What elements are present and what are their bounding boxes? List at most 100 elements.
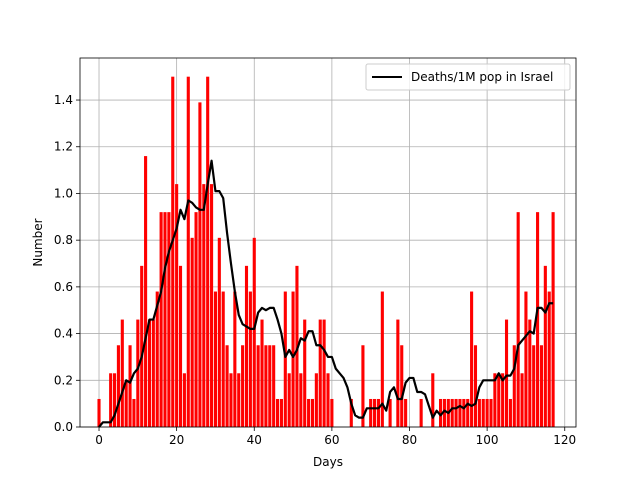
bar: [543, 265, 547, 427]
bar: [404, 398, 408, 427]
bar: [466, 398, 470, 427]
x-tick-label: 60: [324, 433, 339, 447]
x-tick-label: 80: [402, 433, 417, 447]
bar: [136, 319, 140, 427]
bar: [485, 398, 489, 427]
bar: [330, 398, 334, 427]
y-tick-label: 0.6: [54, 280, 73, 294]
bar: [462, 398, 466, 427]
bar: [477, 398, 481, 427]
bar: [539, 345, 544, 427]
legend-entry-label: Deaths/1M pop in Israel: [411, 70, 553, 84]
plot-frame: [79, 57, 577, 428]
bar: [310, 398, 315, 427]
y-tick-label: 1.2: [54, 140, 73, 154]
bar: [260, 319, 264, 427]
bar: [524, 291, 528, 427]
x-tick-label: 20: [169, 433, 184, 447]
bar: [450, 398, 454, 427]
bar: [206, 76, 210, 428]
bar: [244, 265, 249, 427]
bar: [536, 212, 540, 427]
bar: [272, 345, 276, 427]
bar: [318, 319, 322, 427]
line-series: [98, 159, 554, 428]
bar: [198, 102, 202, 428]
bar: [225, 345, 229, 427]
series-line-deaths: [98, 159, 554, 428]
bar: [144, 156, 148, 427]
bar: [470, 291, 474, 427]
bar: [322, 319, 326, 427]
bar: [112, 373, 117, 427]
legend-box: [365, 63, 571, 91]
bar: [275, 398, 280, 427]
bar: [128, 345, 132, 427]
bar: [109, 373, 113, 427]
bar: [147, 319, 152, 427]
bar: [373, 398, 377, 427]
bar: [120, 319, 124, 427]
bar: [532, 345, 536, 427]
bar: [279, 398, 283, 427]
bar: [458, 398, 462, 427]
bar: [256, 345, 260, 427]
bar: [504, 319, 509, 427]
bar: [229, 373, 233, 427]
x-axis-label: Days: [313, 455, 343, 469]
bar: [361, 345, 365, 427]
legend: Deaths/1M pop in Israel: [365, 63, 571, 91]
bar: [241, 345, 245, 427]
x-tick-label: 120: [553, 433, 576, 447]
y-tick-label: 0.0: [54, 420, 73, 434]
bar: [132, 398, 136, 427]
bar: [489, 398, 493, 427]
y-tick-label: 0.4: [54, 327, 73, 341]
bar: [454, 398, 458, 427]
y-tick-label: 1.0: [54, 186, 73, 200]
bar: [194, 212, 198, 427]
y-axis-label: Number: [31, 218, 45, 266]
x-tick-label: 100: [476, 433, 499, 447]
bar: [291, 291, 295, 427]
y-tick-label: 0.8: [54, 233, 73, 247]
bar: [307, 398, 311, 427]
bar: [268, 345, 272, 427]
bar: [512, 345, 516, 427]
bar: [508, 398, 512, 427]
bar: [237, 373, 241, 427]
bar: [400, 345, 404, 427]
bar: [547, 291, 551, 427]
bar: [493, 373, 497, 427]
bar: [97, 398, 101, 427]
bar: [233, 291, 237, 427]
bar: [295, 265, 299, 427]
bar: [314, 373, 318, 427]
bar: [520, 373, 524, 427]
bar: [501, 373, 505, 427]
bar: [178, 265, 183, 427]
bar: [175, 184, 179, 427]
bar: [326, 373, 330, 427]
bar: [221, 291, 225, 427]
bar: [182, 373, 186, 427]
bar: [349, 398, 353, 427]
x-tick-label: 0: [95, 433, 103, 447]
bar: [369, 398, 373, 427]
bar: [287, 373, 291, 427]
bar: [248, 291, 252, 427]
bar: [190, 237, 194, 427]
bar: [186, 76, 190, 428]
bar: [396, 319, 400, 427]
bar: [431, 373, 435, 427]
bar: [551, 212, 555, 427]
bar: [473, 345, 478, 427]
bar: [124, 380, 128, 427]
bar: [213, 291, 218, 427]
bar: [419, 398, 423, 427]
y-tick-label: 0.2: [54, 373, 73, 387]
bar: [217, 237, 221, 427]
bars: [97, 76, 555, 428]
